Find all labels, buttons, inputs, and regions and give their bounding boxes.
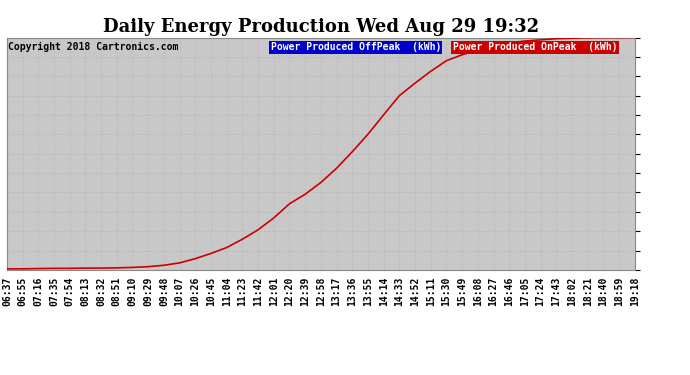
Title: Daily Energy Production Wed Aug 29 19:32: Daily Energy Production Wed Aug 29 19:32 <box>103 18 539 36</box>
Text: Copyright 2018 Cartronics.com: Copyright 2018 Cartronics.com <box>8 42 179 52</box>
Text: Power Produced OnPeak  (kWh): Power Produced OnPeak (kWh) <box>453 42 618 52</box>
Text: Power Produced OffPeak  (kWh): Power Produced OffPeak (kWh) <box>270 42 441 52</box>
